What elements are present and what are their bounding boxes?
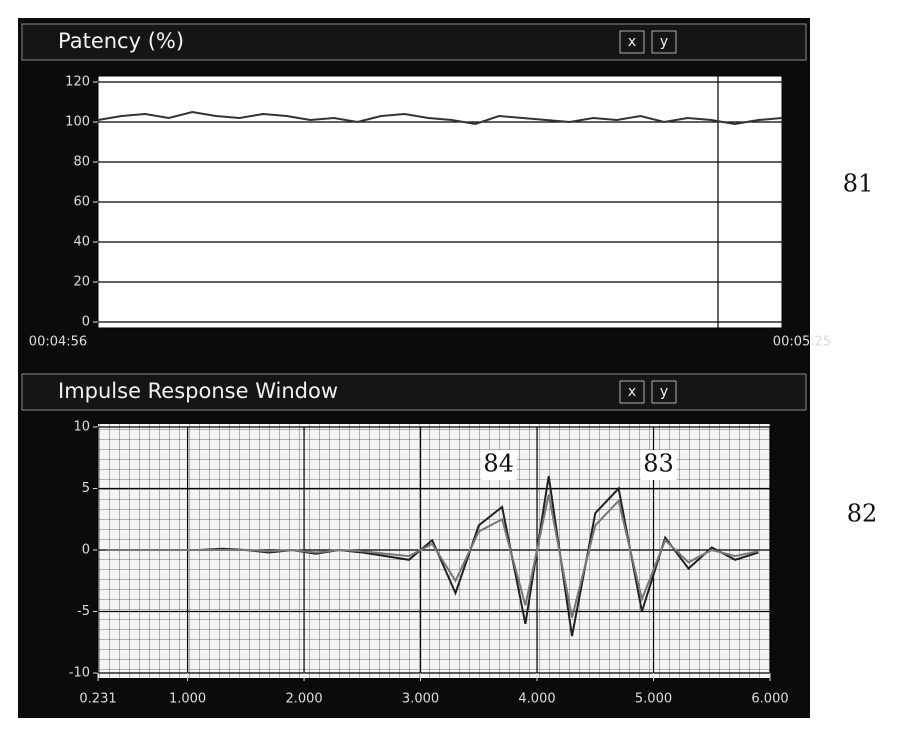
legend-label: 83: [643, 450, 674, 478]
y-tick-label: -5: [77, 604, 90, 619]
toolbar-button[interactable]: [651, 30, 677, 54]
figure-label: 82: [847, 500, 878, 528]
y-tick-label: 120: [65, 75, 90, 90]
y-tick-label: -10: [69, 666, 90, 681]
x-tick-label: 5.000: [635, 692, 672, 707]
panel-title: Patency (%): [58, 29, 184, 53]
y-tick-label: 40: [73, 235, 90, 250]
x-tick-label: 00:04:56: [29, 335, 87, 350]
toolbar-button-label[interactable]: x: [628, 384, 636, 400]
toolbar-button[interactable]: [619, 380, 645, 404]
x-tick-label: 4.000: [518, 692, 555, 707]
toolbar-button-label[interactable]: y: [660, 34, 668, 50]
toolbar-button-label[interactable]: y: [660, 384, 668, 400]
y-tick-label: 0: [82, 543, 90, 558]
legend-box: [640, 450, 677, 480]
toolbar-button[interactable]: [619, 30, 645, 54]
series-line: [106, 494, 759, 618]
y-tick-label: 20: [73, 275, 90, 290]
x-tick-label: 0.231: [79, 692, 116, 707]
x-tick-label: 1.000: [169, 692, 206, 707]
y-tick-label: 0: [82, 315, 90, 330]
panel-title: Impulse Response Window: [58, 379, 338, 403]
title-bar: [21, 23, 807, 61]
title-bar: [21, 373, 807, 411]
legend-box: [480, 450, 517, 480]
series-line: [97, 110, 783, 126]
y-tick-label: 10: [73, 420, 90, 435]
x-tick-label: 6.000: [751, 692, 788, 707]
toolbar-button-label[interactable]: x: [628, 34, 636, 50]
y-tick-label: 60: [73, 195, 90, 210]
legend-label: 84: [483, 450, 514, 478]
y-tick-label: 100: [65, 115, 90, 130]
x-tick-label: 3.000: [402, 692, 439, 707]
y-tick-label: 5: [82, 481, 90, 496]
figure-label: 81: [843, 170, 874, 198]
x-tick-label: 00:05:25: [773, 335, 831, 350]
toolbar-button[interactable]: [651, 380, 677, 404]
y-tick-label: 80: [73, 155, 90, 170]
x-tick-label: 2.000: [285, 692, 322, 707]
